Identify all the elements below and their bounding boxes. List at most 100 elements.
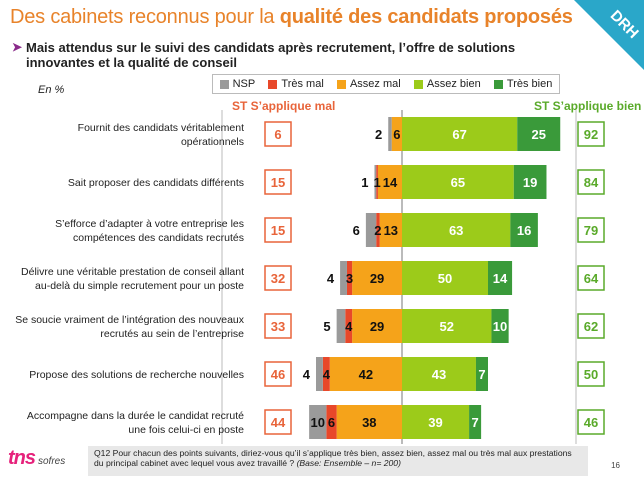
st-bien-value: 84: [584, 175, 599, 190]
value-label-tres-mal: 4: [323, 367, 331, 382]
subtitle: ➤ Mais attendus sur le suivi des candida…: [12, 40, 546, 70]
st-mal-value: 46: [271, 367, 285, 382]
bar-assez-mal: [352, 309, 402, 343]
bar-tres-bien: [488, 261, 513, 295]
value-label-tres-mal: 4: [345, 319, 353, 334]
st-mal-box: [264, 361, 292, 387]
value-label-assez-mal: 14: [383, 175, 398, 190]
bar-nsp: [336, 309, 346, 343]
bar-assez-mal: [391, 117, 402, 151]
page-title-emphasis: qualité des candidats proposés: [279, 6, 573, 28]
st-mal-value: 15: [271, 175, 285, 190]
value-label-assez-mal: 42: [359, 367, 373, 382]
value-label-nsp: 2: [375, 127, 382, 142]
value-label-assez-mal: 38: [362, 415, 376, 430]
bar-tres-mal: [345, 309, 353, 343]
st-bien-header: ST S’applique bien: [534, 99, 642, 113]
bar-tres-bien: [475, 357, 488, 391]
value-label-assez-bien: 50: [438, 271, 452, 286]
legend-swatch-assez-mal: [336, 79, 346, 89]
category-label: Sait proposer des candidats différents: [68, 177, 244, 189]
legend-item-tres-mal: Très mal: [268, 78, 324, 90]
value-label-tres-mal: 2: [374, 223, 381, 238]
legend-swatch-assez-bien: [413, 79, 423, 89]
category-label: compétences des candidats recrutés: [73, 232, 244, 244]
st-bien-value: 50: [584, 367, 598, 382]
category-label: opérationnels: [181, 136, 244, 148]
subtitle-line-1: Mais attendus sur le suivi des candidats…: [26, 40, 516, 55]
corner-tag: DRH: [574, 0, 644, 70]
category-label: Se soucie vraiment de l’intégration des …: [15, 314, 245, 326]
value-label-nsp: 6: [353, 223, 360, 238]
value-label-nsp: 4: [303, 367, 311, 382]
bar-assez-bien: [402, 261, 488, 295]
value-label-tres-bien: 19: [523, 175, 537, 190]
bar-tres-bien: [510, 213, 538, 247]
st-bien-box: [577, 409, 605, 435]
footnote-base: (Base: Ensemble – n= 200): [296, 458, 401, 468]
legend-swatch-tres-bien: [493, 79, 503, 89]
bar-tres-mal: [346, 261, 353, 295]
bar-assez-bien: [402, 117, 518, 151]
st-mal-box: [264, 169, 292, 195]
value-label-assez-mal: 29: [370, 271, 384, 286]
st-mal-box: [264, 121, 292, 147]
value-label-nsp: 1: [361, 175, 368, 190]
subtitle-line-2: innovantes et la qualité de conseil: [26, 55, 237, 70]
category-label: Fournit des candidats véritablement: [78, 122, 244, 134]
value-label-assez-bien: 43: [432, 367, 446, 382]
st-mal-value: 33: [271, 319, 285, 334]
category-label: une fois celui-ci en poste: [128, 424, 244, 436]
value-label-nsp: 5: [323, 319, 330, 334]
st-bien-box: [577, 217, 605, 243]
legend-swatch-nsp: [219, 79, 229, 89]
category-label: Accompagne dans la durée le candidat rec…: [27, 410, 244, 422]
legend-item-tres-bien: Très bien: [493, 78, 552, 90]
legend-item-assez-bien: Assez bien: [413, 78, 481, 90]
st-bien-value: 92: [584, 127, 598, 142]
value-label-nsp: 4: [327, 271, 335, 286]
st-mal-box: [264, 265, 292, 291]
value-label-assez-mal: 29: [370, 319, 384, 334]
bar-assez-bien: [402, 405, 470, 439]
st-mal-box: [264, 313, 292, 339]
value-label-assez-bien: 67: [452, 127, 466, 142]
legend-item-assez-mal: Assez mal: [336, 78, 401, 90]
corner-triangle: [574, 0, 644, 70]
value-label-assez-bien: 63: [449, 223, 463, 238]
tns-sofres-logo: tns sofres: [8, 447, 65, 470]
bar-nsp: [340, 261, 347, 295]
st-mal-box: [264, 217, 292, 243]
legend-label-nsp: NSP: [232, 78, 256, 90]
st-bien-box: [577, 121, 605, 147]
legend-label-assez-bien: Assez bien: [426, 78, 481, 90]
st-bien-box: [577, 265, 605, 291]
value-label-tres-bien: 25: [532, 127, 546, 142]
legend-label-assez-mal: Assez mal: [349, 78, 401, 90]
st-bien-value: 64: [584, 271, 599, 286]
st-mal-value: 6: [274, 127, 281, 142]
bar-nsp: [309, 405, 327, 439]
bar-assez-bien: [402, 357, 476, 391]
bar-assez-bien: [402, 213, 511, 247]
unit-label: En %: [38, 84, 65, 96]
page-title: Des cabinets reconnus pour la qualité de…: [10, 6, 573, 28]
bar-nsp: [388, 117, 392, 151]
value-label-tres-bien: 14: [493, 271, 508, 286]
value-label-assez-mal: 6: [393, 127, 400, 142]
bar-assez-mal: [377, 165, 402, 199]
bar-tres-mal: [326, 405, 337, 439]
bar-tres-bien: [469, 405, 482, 439]
st-mal-header: ST S’applique mal: [232, 99, 336, 113]
bar-assez-mal: [352, 261, 402, 295]
bullet-arrow-icon: ➤: [12, 40, 23, 54]
legend-item-nsp: NSP: [219, 78, 256, 90]
value-label-assez-bien: 65: [451, 175, 465, 190]
value-label-tres-bien: 10: [493, 319, 507, 334]
st-mal-value: 32: [271, 271, 285, 286]
page-number: 16: [611, 461, 620, 470]
bar-nsp: [316, 357, 323, 391]
value-label-assez-mal: 13: [384, 223, 398, 238]
bar-assez-bien: [402, 309, 492, 343]
category-label: S’efforce d’adapter à votre entreprise l…: [55, 218, 244, 230]
